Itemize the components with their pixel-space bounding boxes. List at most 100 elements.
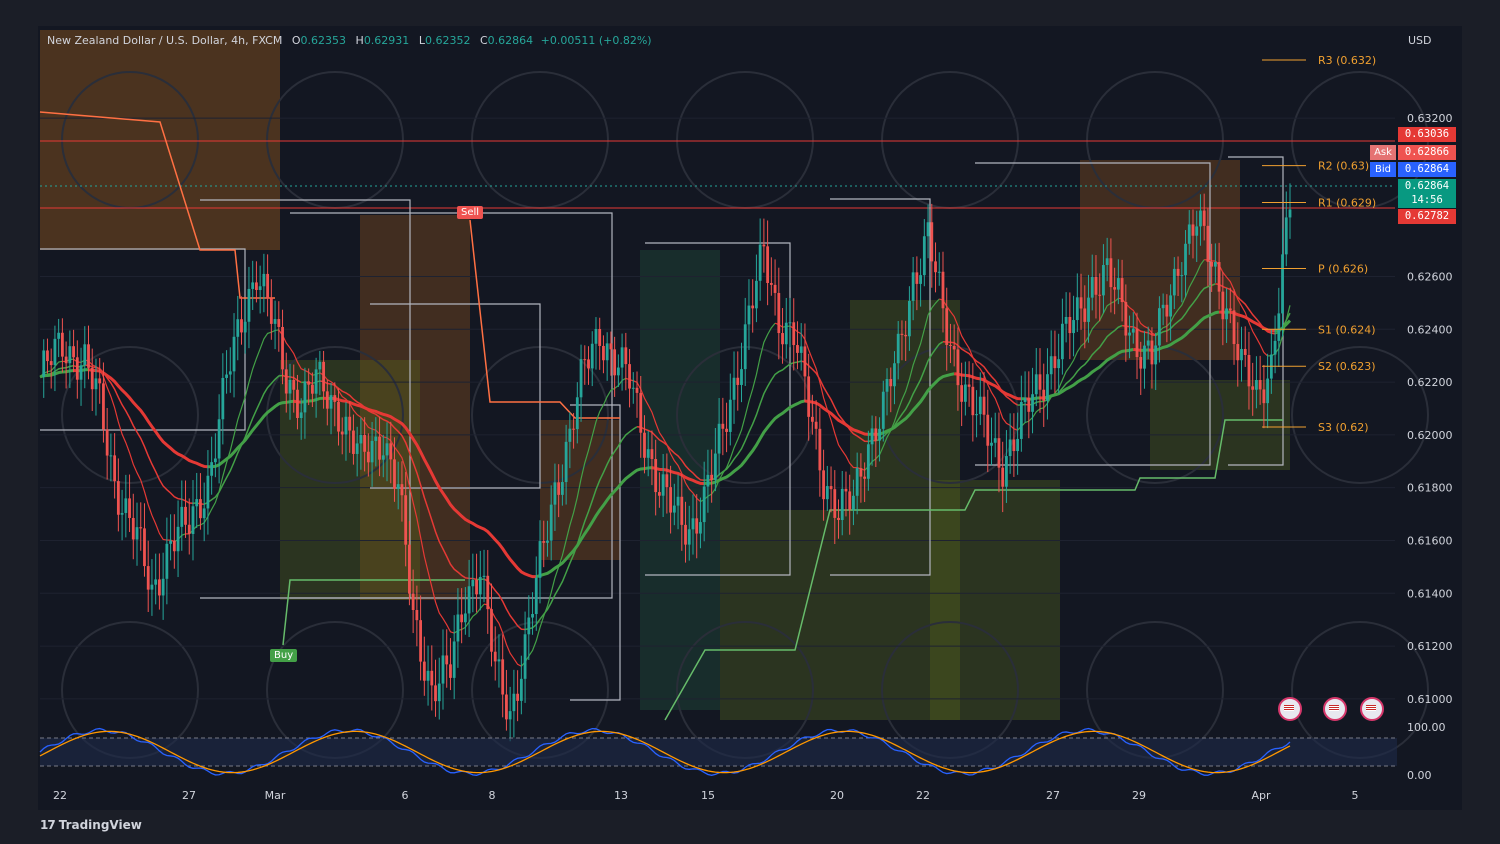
ema-line [711, 360, 802, 481]
candle-body [960, 385, 964, 402]
candle-body [549, 504, 553, 541]
candle-body [411, 593, 415, 611]
us-flag-event-icon[interactable] [1323, 697, 1347, 721]
candle-body [374, 436, 378, 441]
candle-body [781, 333, 784, 345]
ema-line [520, 377, 627, 667]
y-tick-label: 0.62600 [1407, 270, 1453, 283]
candle-body [430, 670, 434, 686]
candle-body [1251, 386, 1255, 390]
ema-line [939, 298, 1018, 431]
candle-body [930, 222, 934, 262]
candle-body [699, 522, 702, 534]
candle-body [594, 329, 598, 344]
candle-body [1135, 328, 1139, 358]
candle-body [911, 272, 915, 301]
candle-body [348, 416, 352, 431]
y-tick-label: 0.61800 [1407, 482, 1453, 495]
candle-body [243, 321, 247, 333]
candle-body [993, 438, 997, 443]
buy-signal[interactable]: Buy [270, 649, 298, 662]
candle-body [49, 361, 53, 366]
candle-body [1005, 456, 1008, 487]
candle-body [755, 280, 758, 309]
candle-body [937, 271, 941, 273]
candle-body [639, 392, 643, 433]
candle-body [292, 379, 296, 390]
candle-body [676, 496, 680, 506]
candle-body [281, 326, 284, 370]
x-tick-label: 13 [614, 789, 628, 802]
x-tick-label: 27 [1046, 789, 1060, 802]
candle-body [396, 484, 400, 489]
candle-body [501, 659, 505, 695]
candle-body [109, 455, 113, 457]
candle-body [299, 412, 303, 418]
candle-body [728, 399, 732, 432]
candle-body [1034, 374, 1038, 395]
candle-body [784, 322, 788, 345]
candle-body [725, 428, 728, 432]
candle-body [415, 610, 419, 621]
ema-line [1229, 310, 1276, 333]
pivot-label: R3 (0.632) [1318, 54, 1376, 67]
candle-body [113, 455, 117, 482]
candle-body [855, 468, 859, 496]
candle-body [102, 383, 105, 430]
candle-body [1049, 356, 1053, 375]
candle-body [1087, 297, 1090, 322]
candle-body [146, 566, 150, 590]
tradingview-logo[interactable]: 17 TradingView [40, 818, 142, 832]
candle-body [799, 346, 803, 353]
range-box [370, 303, 541, 489]
candle-body [1060, 323, 1064, 360]
candle-body [329, 395, 333, 409]
candle-body [553, 482, 557, 505]
x-tick-label: 5 [1352, 789, 1359, 802]
candle-body [1046, 374, 1049, 401]
us-flag-event-icon[interactable] [1278, 697, 1302, 721]
candle-body [1053, 356, 1057, 369]
candle-body [934, 261, 937, 273]
ema-line [1028, 324, 1123, 406]
candle-body [583, 359, 587, 361]
candle-body [788, 322, 792, 324]
candle-body [1075, 297, 1079, 321]
y-tick-label: 0.61000 [1407, 693, 1453, 706]
candle-body [508, 711, 512, 720]
currency-label: USD [1408, 34, 1432, 47]
candle-body [523, 634, 527, 679]
candle-body [534, 577, 538, 615]
candle-body [1206, 225, 1210, 262]
candle-body [605, 343, 609, 361]
candle-body [467, 586, 471, 614]
us-flag-event-icon[interactable] [1360, 697, 1384, 721]
candle-body [340, 431, 344, 435]
candle-body [952, 345, 956, 350]
ema-line [625, 377, 701, 503]
candle-body [83, 344, 87, 366]
candle-body [68, 346, 72, 364]
candle-body [225, 374, 228, 378]
x-tick-label: 15 [701, 789, 715, 802]
pivot-label: R2 (0.63) [1318, 160, 1369, 173]
candle-body [1176, 268, 1180, 276]
candle-body [1180, 275, 1184, 277]
candle-body [669, 487, 672, 513]
candle-body [493, 651, 497, 662]
candle-body [158, 579, 161, 596]
y-tick-label: 0.62000 [1407, 429, 1453, 442]
candle-body [844, 488, 848, 492]
candle-body [441, 655, 445, 684]
candle-body [437, 683, 441, 702]
sell-signal[interactable]: Sell [457, 206, 484, 219]
candle-body [98, 378, 102, 384]
candle-body [1146, 340, 1150, 346]
y-tick-label: 0.62200 [1407, 376, 1453, 389]
candle-body [64, 356, 68, 364]
candle-body [255, 282, 258, 290]
y-tick-label: 0.61400 [1407, 587, 1453, 600]
candle-body [896, 333, 900, 364]
candle-body [1139, 357, 1143, 369]
